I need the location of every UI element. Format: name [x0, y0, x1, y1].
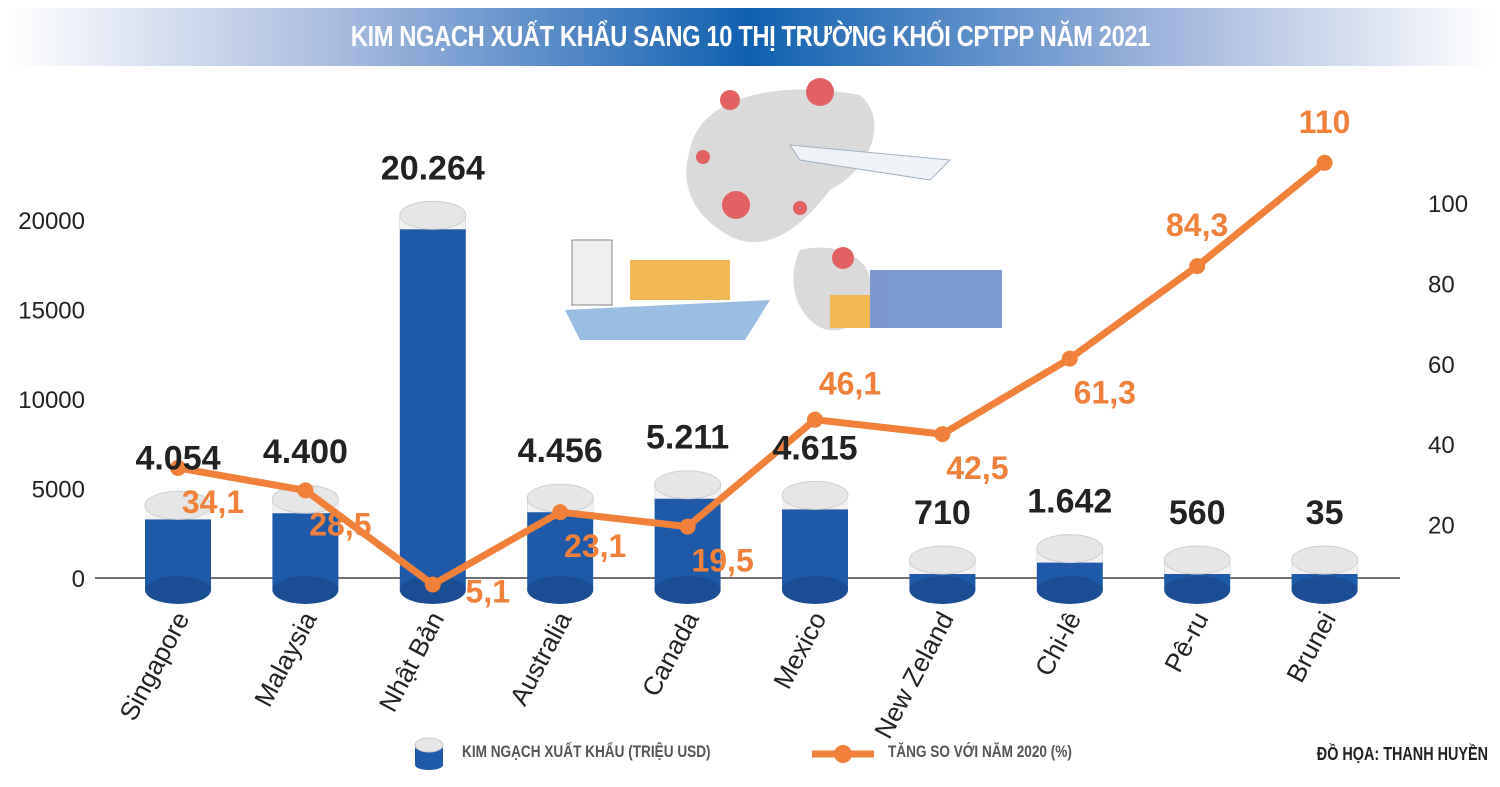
bar-bottom [272, 576, 339, 604]
growth-point [807, 411, 823, 428]
growth-value-label: 61,3 [1074, 375, 1136, 411]
trade-illustration [565, 78, 1002, 340]
category-label: Malaysia [248, 606, 323, 711]
bar-cap [908, 545, 976, 575]
bar-body [399, 215, 466, 590]
growth-line [177, 160, 1327, 588]
bar-bottom [1036, 576, 1103, 604]
growth-point [1189, 258, 1206, 275]
bar-bottom [654, 576, 721, 604]
growth-point [297, 482, 314, 499]
category-label: Canada [636, 606, 705, 701]
growth-value-label: 28,5 [309, 506, 371, 542]
category-label: New Zeland [868, 607, 960, 744]
bar-cap [144, 490, 212, 520]
bar-value-label: 5.211 [646, 419, 729, 457]
bar-cap [1163, 545, 1231, 575]
bar-value-label: 20.264 [381, 149, 485, 187]
bar-4 [654, 470, 722, 604]
category-label: Nhật Bản [373, 607, 450, 717]
growth-point [679, 518, 696, 535]
left-tick-label: 15000 [18, 298, 85, 325]
bar-9 [1291, 545, 1359, 604]
bar-cap [654, 470, 722, 500]
left-tick-label: 20000 [18, 208, 85, 235]
category-label: Australia [504, 606, 578, 710]
left-tick-label: 10000 [18, 387, 85, 414]
growth-value-label: 84,3 [1166, 207, 1228, 243]
bar-value-label: 4.400 [263, 433, 348, 471]
growth-value-label: 42,5 [946, 450, 1008, 486]
credit: ĐỒ HỌA: THANH HUYỀN [1316, 744, 1488, 764]
legend-line-icon [812, 745, 874, 763]
bar-7 [1036, 534, 1104, 604]
left-tick-label: 0 [72, 566, 85, 593]
legend-bar-label: KIM NGẠCH XUẤT KHẨU (TRIỆU USD) [462, 742, 711, 761]
bar-value-label: 1.642 [1027, 483, 1112, 521]
left-tick-label: 5000 [32, 477, 85, 504]
growth-point [1061, 350, 1078, 367]
bar-value-label: 560 [1169, 494, 1226, 532]
bar-value-label: 35 [1306, 494, 1344, 532]
growth-point [552, 504, 569, 521]
bar-bottom [782, 576, 848, 604]
growth-point [170, 459, 186, 476]
bar-value-label: 4.054 [135, 439, 220, 477]
growth-value-label: 46,1 [819, 366, 881, 402]
bar-5 [781, 480, 849, 604]
right-tick-label: 40 [1428, 432, 1455, 459]
category-label: Mexico [767, 607, 832, 694]
bar-6 [908, 545, 976, 604]
bar-8 [1163, 545, 1231, 604]
bar-cap [1291, 545, 1359, 575]
bar-body [654, 484, 721, 590]
growth-value-label: 19,5 [691, 543, 753, 579]
bar-body [272, 499, 339, 590]
bar-value-label: 710 [914, 494, 971, 532]
legend-bar: KIM NGẠCH XUẤT KHẨU (TRIỆU USD) [462, 742, 711, 762]
growth-point [934, 426, 951, 443]
right-tick-label: 100 [1428, 191, 1468, 218]
bar-bottom [1164, 576, 1231, 604]
growth-value-label: 110 [1299, 104, 1351, 140]
right-tick-label: 20 [1428, 513, 1455, 540]
chart-title: KIM NGẠCH XUẤT KHẨU SANG 10 THỊ TRƯỜNG K… [350, 20, 1150, 53]
bar-cap [399, 200, 467, 230]
legend-cylinder-icon [414, 737, 444, 770]
category-label: Singapore [113, 607, 195, 726]
right-tick-label: 60 [1428, 352, 1455, 379]
growth-value-label: 34,1 [182, 484, 244, 520]
category-label: Pê-ru [1158, 607, 1214, 677]
bar-bottom [527, 576, 594, 604]
category-label: Chi-lê [1029, 607, 1087, 681]
growth-value-label: 5,1 [466, 573, 510, 609]
bar-cap [1036, 534, 1104, 564]
legend-line-label: TĂNG SO VỚI NĂM 2020 (%) [888, 742, 1072, 761]
bar-bottom [1291, 576, 1358, 604]
growth-point [1316, 154, 1333, 171]
bar-1 [271, 484, 339, 604]
category-label: Brunei [1280, 607, 1342, 687]
legend-line: TĂNG SO VỚI NĂM 2020 (%) [888, 742, 1072, 762]
bar-2 [399, 200, 467, 604]
title-banner: KIM NGẠCH XUẤT KHẨU SANG 10 THỊ TRƯỜNG K… [8, 8, 1492, 66]
bar-bottom [145, 576, 211, 604]
growth-point [424, 576, 441, 593]
bar-value-label: 4.456 [518, 432, 603, 470]
bar-0 [144, 490, 212, 604]
bar-value-label: 4.615 [772, 429, 857, 467]
bar-body [782, 495, 848, 590]
bar-bottom [909, 576, 976, 604]
growth-value-label: 23,1 [564, 528, 626, 564]
right-tick-label: 80 [1428, 271, 1455, 298]
bar-cap [781, 480, 849, 510]
